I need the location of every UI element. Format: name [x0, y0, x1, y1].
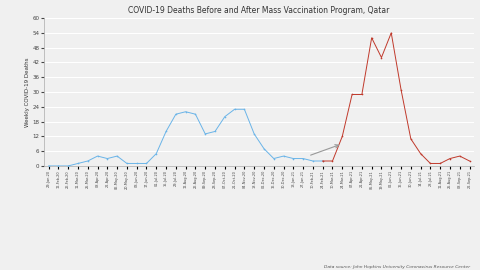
Title: COVID-19 Deaths Before and After Mass Vaccination Program, Qatar: COVID-19 Deaths Before and After Mass Va… [128, 6, 390, 15]
Y-axis label: Weekly COVID-19 Deaths: Weekly COVID-19 Deaths [25, 57, 30, 127]
Text: Data source: John Hopkins University Coronavirus Resource Center: Data source: John Hopkins University Cor… [324, 265, 470, 269]
